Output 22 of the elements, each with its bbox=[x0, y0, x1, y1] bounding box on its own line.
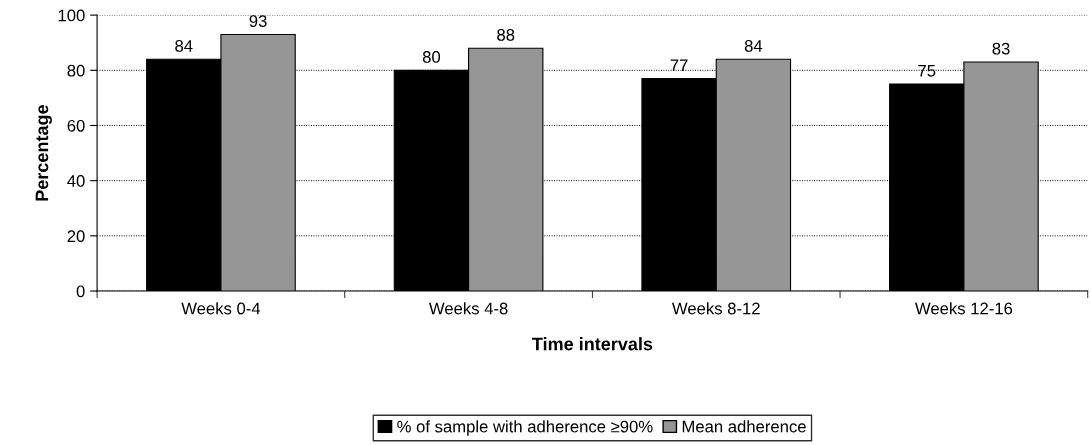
data-label: 75 bbox=[918, 65, 936, 77]
data-label: 83 bbox=[992, 42, 1010, 55]
y-tick-label: 80 bbox=[67, 64, 85, 77]
y-axis-title: Percentage bbox=[35, 105, 52, 201]
data-label: 80 bbox=[422, 51, 441, 63]
data-label: 84 bbox=[744, 40, 763, 52]
data-label: 77 bbox=[670, 59, 688, 71]
x-tick-label: Weeks 8-12 bbox=[672, 302, 760, 315]
data-label: 88 bbox=[497, 28, 515, 41]
y-tick-label: 60 bbox=[67, 119, 85, 132]
legend-label: Mean adherence bbox=[682, 420, 806, 433]
data-label: 84 bbox=[175, 40, 193, 52]
legend-label: % of sample with adherence ≥90% bbox=[397, 420, 653, 436]
y-tick-label: 20 bbox=[67, 230, 85, 243]
x-tick-label: Weeks 0-4 bbox=[181, 302, 261, 315]
x-axis-title: Time intervals bbox=[532, 337, 653, 351]
y-tick-label: 100 bbox=[58, 9, 85, 22]
x-tick-label: Weeks 12-16 bbox=[915, 302, 1013, 315]
x-tick-label: Weeks 4-8 bbox=[428, 302, 508, 315]
data-label: 93 bbox=[249, 15, 267, 27]
y-tick-label: 0 bbox=[76, 285, 85, 298]
y-tick-label: 40 bbox=[67, 175, 85, 187]
